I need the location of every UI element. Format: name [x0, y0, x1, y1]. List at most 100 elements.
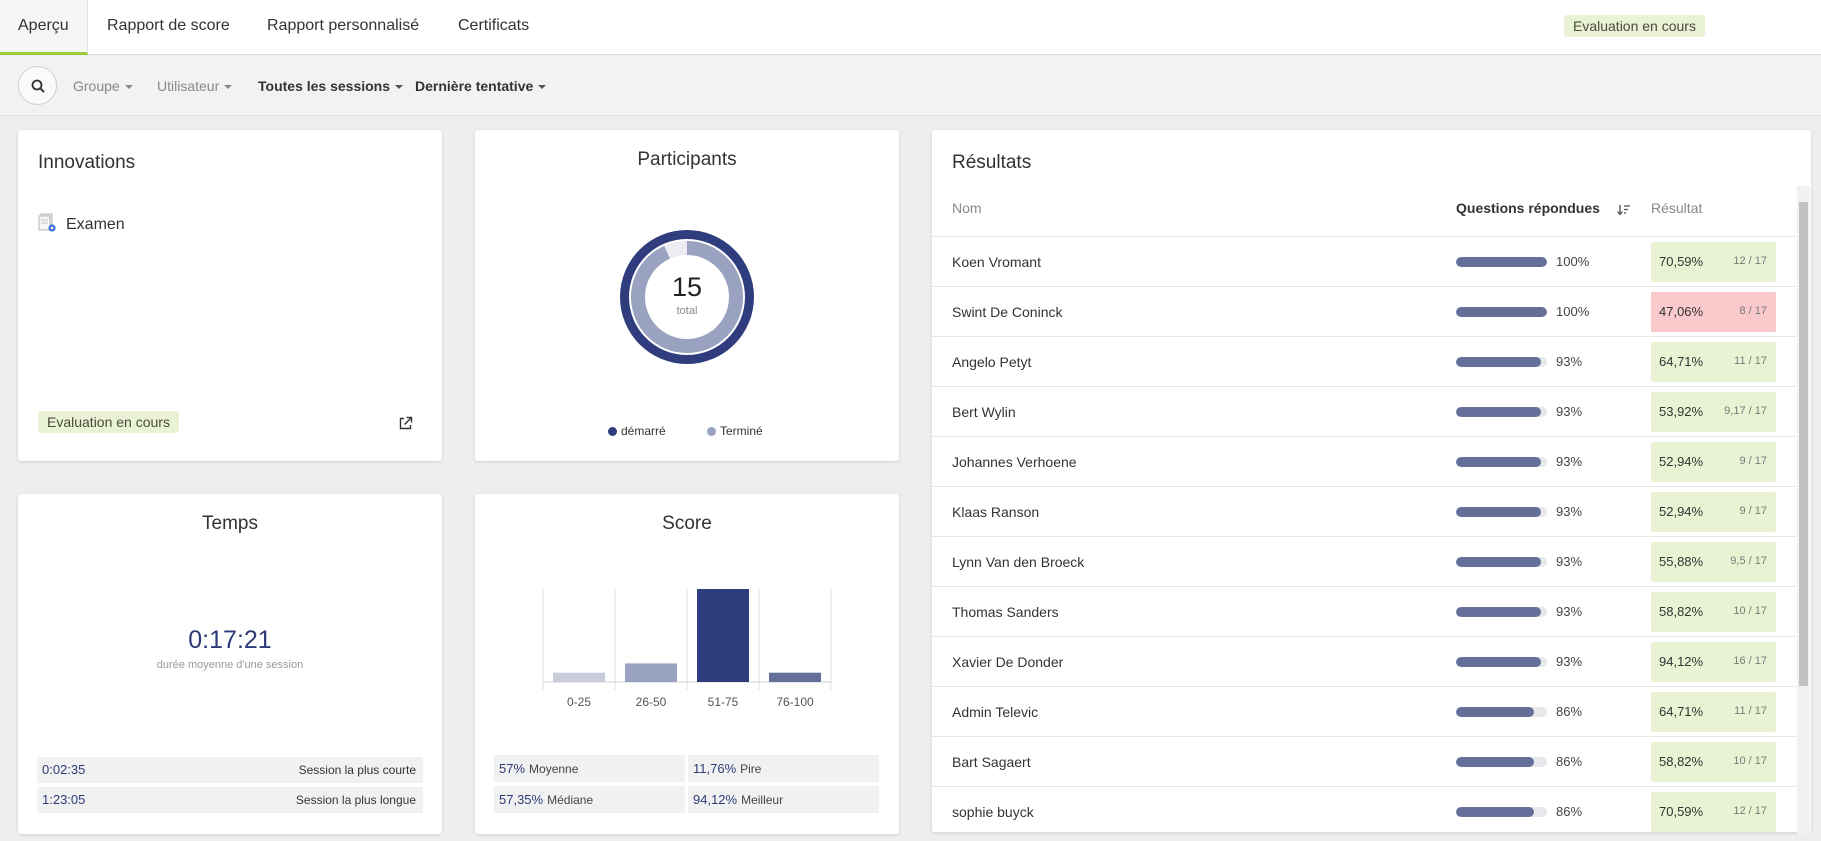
answered-progress-bar	[1456, 507, 1547, 517]
answered-progress-bar	[1456, 307, 1547, 317]
table-row[interactable]: Swint De Coninck 100% 47,06% 8 / 17	[932, 286, 1796, 336]
answered-percent: 86%	[1556, 804, 1583, 819]
result-percent: 70,59%	[1659, 804, 1704, 819]
average-time: 0:17:21	[188, 626, 272, 654]
tab-certificats[interactable]: Certificats	[458, 17, 530, 34]
table-row[interactable]: Thomas Sanders 93% 58,82% 10 / 17	[932, 586, 1796, 636]
table-row[interactable]: sophie buyck 86% 70,59% 12 / 17	[932, 786, 1796, 836]
score-stat-average: 57% Moyenne	[494, 755, 685, 782]
caret-down-icon	[538, 85, 547, 90]
answered-progress-bar	[1456, 457, 1547, 467]
external-link-icon[interactable]	[398, 416, 413, 436]
result-cell: 47,06% 8 / 17	[1651, 292, 1776, 332]
table-row[interactable]: Xavier De Donder 93% 94,12% 16 / 17	[932, 636, 1796, 686]
filter-group-label: Groupe	[73, 78, 120, 94]
result-percent: 55,88%	[1659, 554, 1704, 569]
answered-progress-fill	[1456, 507, 1541, 517]
answered-progress-fill	[1456, 757, 1535, 767]
participant-name: Lynn Van den Broeck	[952, 554, 1085, 570]
score-average-value: 57%	[499, 761, 526, 776]
legend-started: démarré	[608, 424, 666, 438]
answered-percent: 93%	[1556, 354, 1583, 369]
result-score: 9,17 / 17	[1724, 405, 1767, 417]
participant-name: Bert Wylin	[952, 404, 1016, 420]
score-average-label: Moyenne	[529, 762, 579, 776]
score-bar-26-50[interactable]	[625, 663, 677, 682]
filter-user-dropdown[interactable]: Utilisateur	[157, 78, 233, 94]
filter-user-label: Utilisateur	[157, 78, 220, 94]
table-row[interactable]: Admin Televic 86% 64,71% 11 / 17	[932, 686, 1796, 736]
search-button[interactable]	[18, 66, 57, 105]
exam-link[interactable]: Examen	[66, 216, 125, 233]
table-row[interactable]: Koen Vromant 100% 70,59% 12 / 17	[932, 236, 1796, 286]
answered-percent: 93%	[1556, 404, 1583, 419]
result-percent: 94,12%	[1659, 654, 1704, 669]
table-row[interactable]: Bart Sagaert 86% 58,82% 10 / 17	[932, 736, 1796, 786]
result-percent: 53,92%	[1659, 404, 1704, 419]
longest-session-row: 1:23:05 Session la plus longue	[37, 787, 423, 813]
result-score: 11 / 17	[1734, 355, 1767, 367]
result-score: 10 / 17	[1733, 605, 1767, 617]
status-badge: Evaluation en cours	[1564, 15, 1705, 37]
x-tick-label: 76-100	[776, 695, 814, 709]
average-time-label: durée moyenne d'une session	[156, 659, 304, 671]
score-bar-51-75[interactable]	[697, 589, 749, 682]
caret-down-icon	[124, 85, 133, 90]
result-cell: 52,94% 9 / 17	[1651, 492, 1776, 532]
results-scrollbar[interactable]	[1797, 186, 1810, 835]
table-row[interactable]: Johannes Verhoene 93% 52,94% 9 / 17	[932, 436, 1796, 486]
tab-rapport-personnalise[interactable]: Rapport personnalisé	[267, 17, 420, 34]
participant-name: sophie buyck	[952, 804, 1034, 820]
filter-sessions-dropdown[interactable]: Toutes les sessions	[258, 78, 404, 94]
result-cell: 70,59% 12 / 17	[1651, 242, 1776, 282]
results-scrollbar-thumb[interactable]	[1799, 202, 1808, 686]
caret-down-icon	[224, 85, 233, 90]
answered-progress-fill	[1456, 557, 1541, 567]
result-cell: 58,82% 10 / 17	[1651, 742, 1776, 782]
tab-apercu[interactable]: Aperçu	[0, 0, 88, 55]
result-cell: 58,82% 10 / 17	[1651, 592, 1776, 632]
result-score: 10 / 17	[1733, 755, 1767, 767]
table-row[interactable]: Bert Wylin 93% 53,92% 9,17 / 17	[932, 386, 1796, 436]
result-cell: 64,71% 11 / 17	[1651, 692, 1776, 732]
answered-percent: 100%	[1556, 254, 1590, 269]
result-cell: 55,88% 9,5 / 17	[1651, 542, 1776, 582]
column-header-questions[interactable]: Questions répondues	[1456, 200, 1600, 216]
longest-session-label: Session la plus longue	[295, 793, 416, 807]
result-percent: 52,94%	[1659, 504, 1704, 519]
participant-name: Xavier De Donder	[952, 654, 1064, 670]
x-tick-label: 0-25	[567, 695, 591, 709]
time-title: Temps	[202, 513, 258, 534]
answered-percent: 86%	[1556, 704, 1583, 719]
answered-progress-fill	[1456, 457, 1541, 467]
score-bar-76-100[interactable]	[769, 672, 821, 682]
score-stat-best: 94,12% Meilleur	[688, 786, 879, 813]
filter-group-dropdown[interactable]: Groupe	[73, 78, 133, 94]
longest-session-value: 1:23:05	[42, 792, 86, 807]
score-worst-label: Pire	[740, 762, 762, 776]
column-header-result[interactable]: Résultat	[1651, 200, 1703, 216]
result-cell: 70,59% 12 / 17	[1651, 792, 1776, 832]
answered-progress-bar	[1456, 607, 1547, 617]
table-row[interactable]: Klaas Ranson 93% 52,94% 9 / 17	[932, 486, 1796, 536]
filter-bar: Groupe Utilisateur Toutes les sessions D…	[0, 56, 1821, 116]
score-bar-chart: 0-25 26-50 51-75 76-100	[542, 589, 832, 709]
innovations-title: Innovations	[38, 152, 136, 173]
filter-attempt-dropdown[interactable]: Dernière tentative	[415, 78, 547, 94]
shortest-session-row: 0:02:35 Session la plus courte	[37, 757, 423, 783]
answered-percent: 93%	[1556, 504, 1583, 519]
result-percent: 64,71%	[1659, 354, 1704, 369]
score-bar-0-25[interactable]	[553, 672, 605, 682]
tab-rapport-de-score[interactable]: Rapport de score	[107, 17, 230, 34]
participants-card: Participants 15 total démarré Terminé	[475, 130, 899, 461]
table-row[interactable]: Lynn Van den Broeck 93% 55,88% 9,5 / 17	[932, 536, 1796, 586]
x-tick-label: 26-50	[636, 695, 667, 709]
result-score: 9 / 17	[1739, 505, 1767, 517]
column-header-name[interactable]: Nom	[952, 200, 982, 216]
sort-descending-icon[interactable]	[1617, 203, 1631, 221]
answered-progress-bar	[1456, 357, 1547, 367]
legend-started-label: démarré	[621, 424, 666, 438]
answered-progress-bar	[1456, 807, 1547, 817]
table-row[interactable]: Angelo Petyt 93% 64,71% 11 / 17	[932, 336, 1796, 386]
participant-name: Koen Vromant	[952, 254, 1041, 270]
